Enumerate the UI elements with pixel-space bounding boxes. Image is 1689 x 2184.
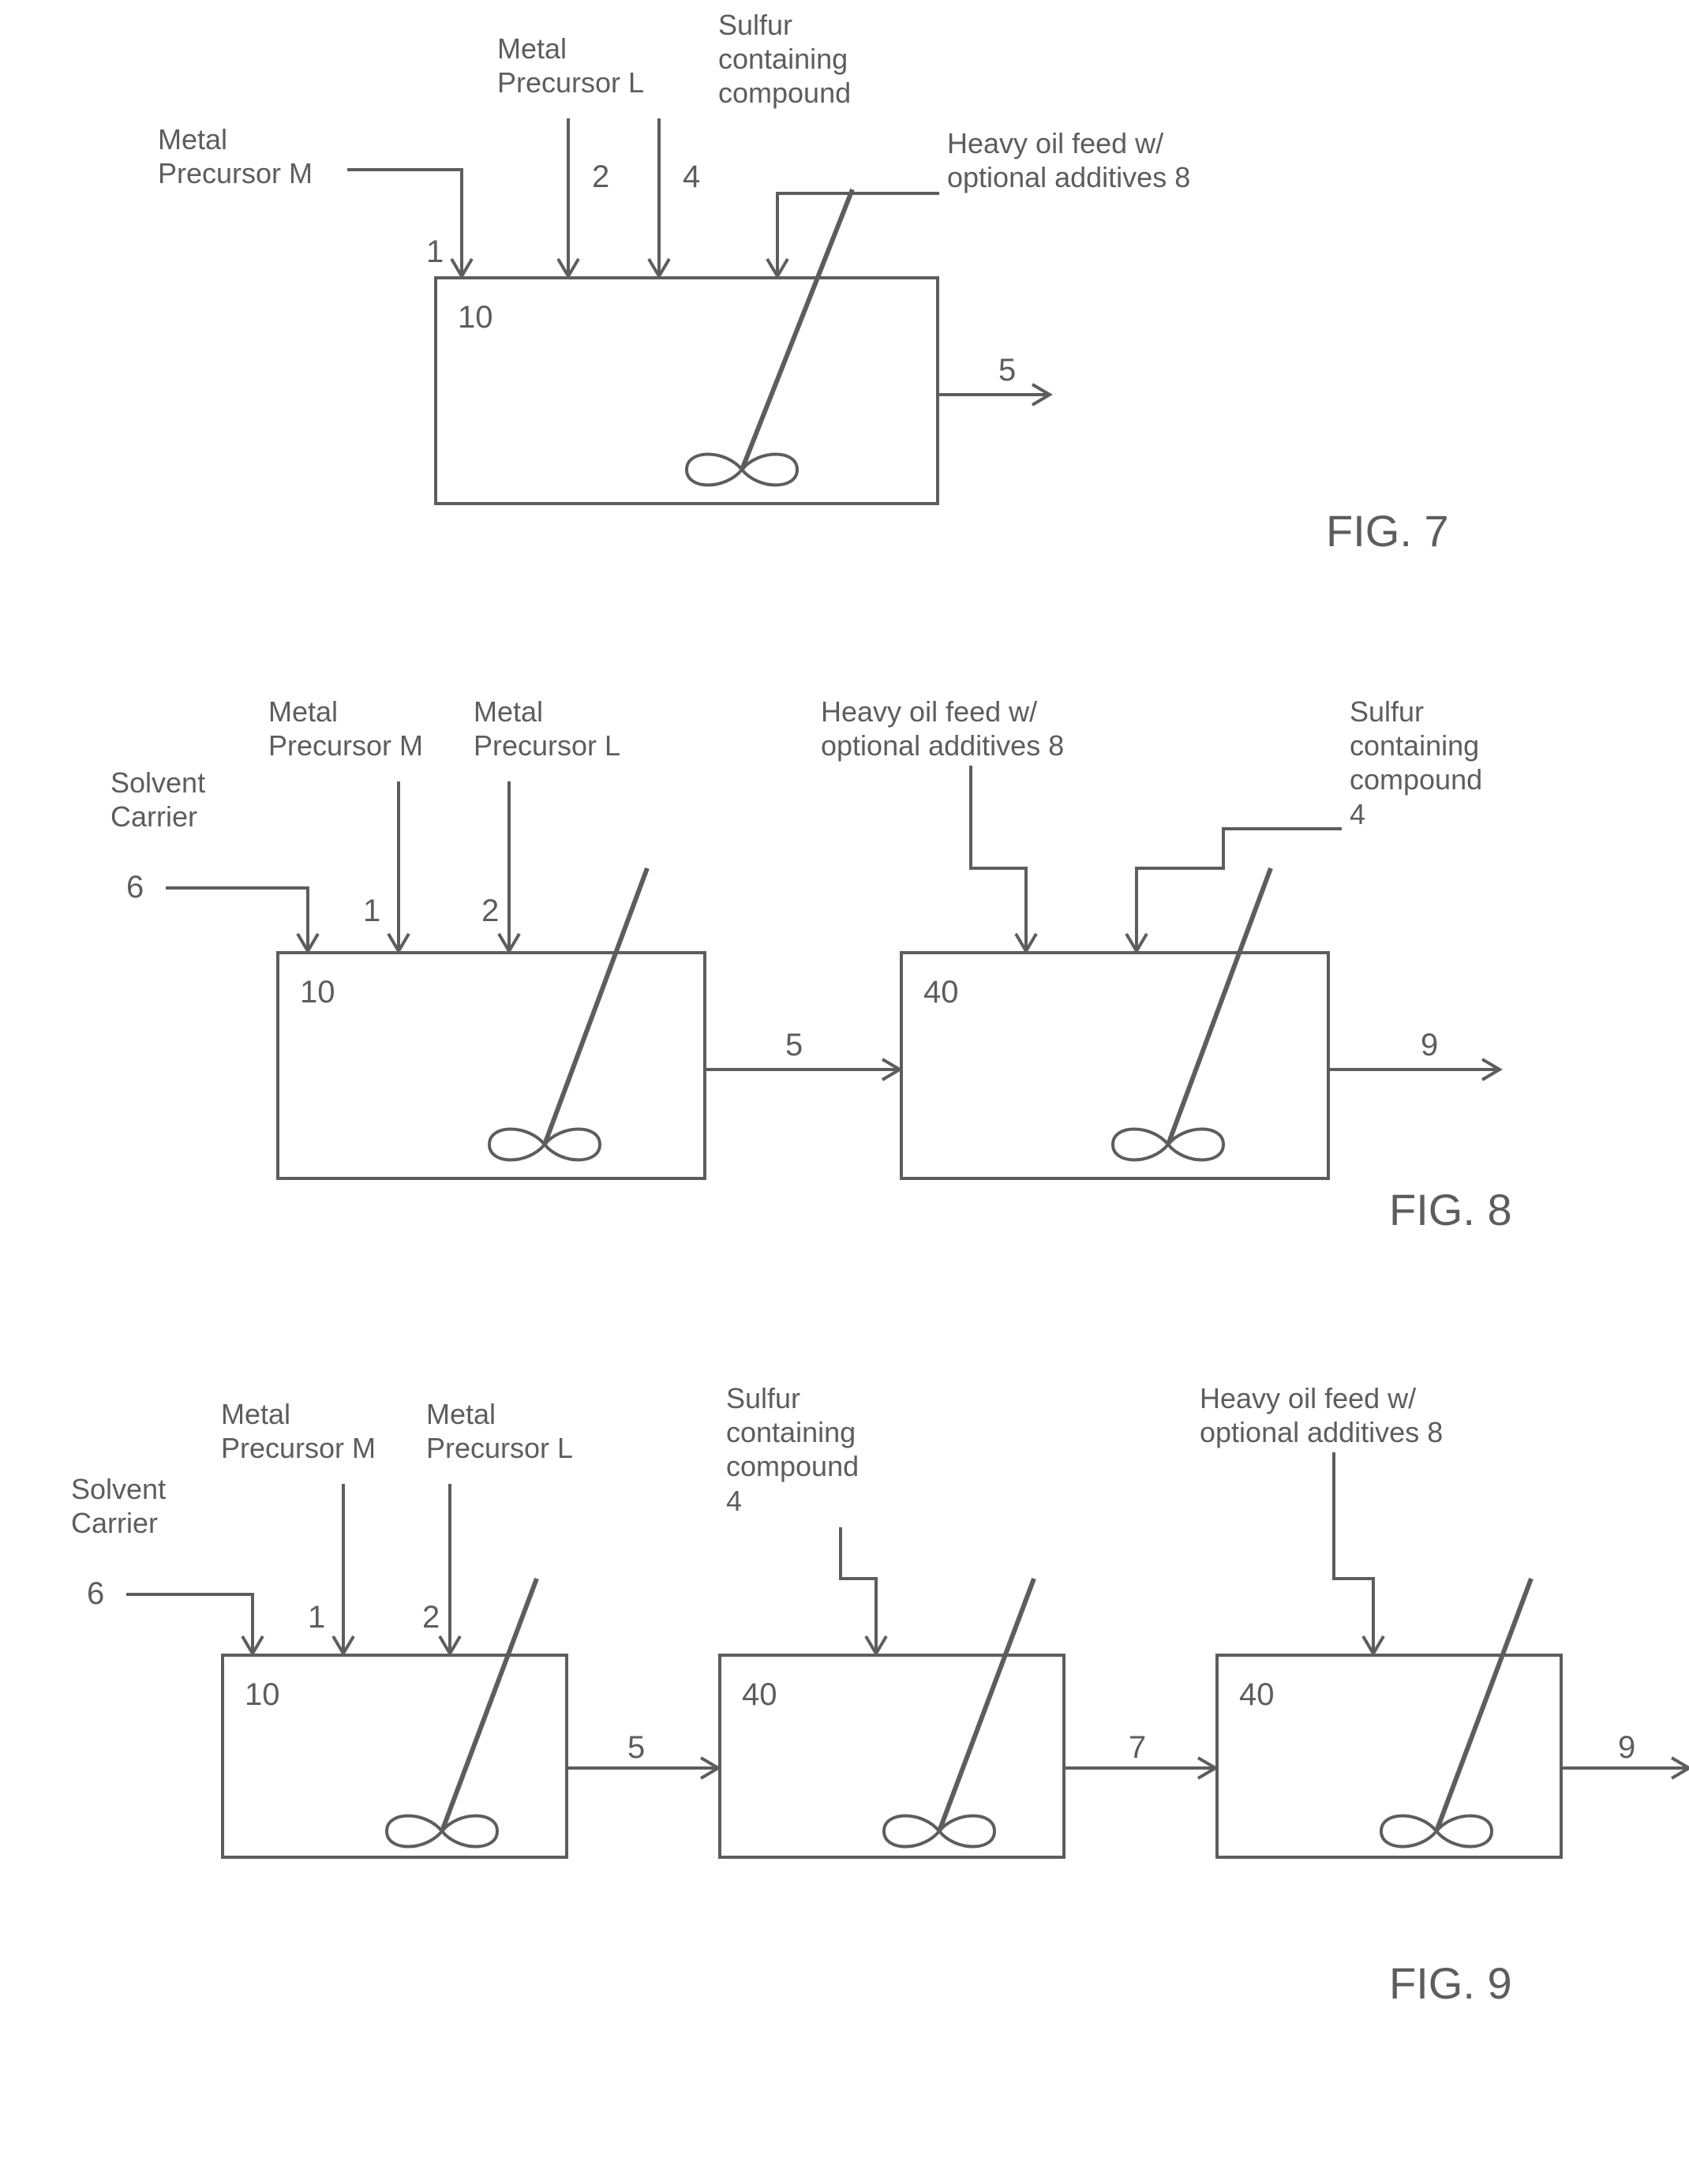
- diagram-label: Sulfur containing compound 4: [726, 1381, 859, 1518]
- diagram-label: Metal Precursor M: [221, 1397, 376, 1465]
- diagram-label: 7: [1129, 1729, 1146, 1766]
- diagram-label: 1: [308, 1598, 325, 1636]
- diagram-label: Heavy oil feed w/ optional additives 8: [1200, 1381, 1443, 1449]
- diagram-label: 2: [422, 1598, 440, 1636]
- figure-label: FIG. 9: [1389, 1957, 1512, 2009]
- diagram-label: 9: [1618, 1729, 1635, 1766]
- diagram-label: 5: [627, 1729, 645, 1766]
- diagram-label: Solvent Carrier: [71, 1472, 166, 1540]
- diagram-label: Metal Precursor L: [426, 1397, 573, 1465]
- flow-arrow: [32, 32, 1689, 2163]
- diagram-label: 6: [87, 1575, 104, 1613]
